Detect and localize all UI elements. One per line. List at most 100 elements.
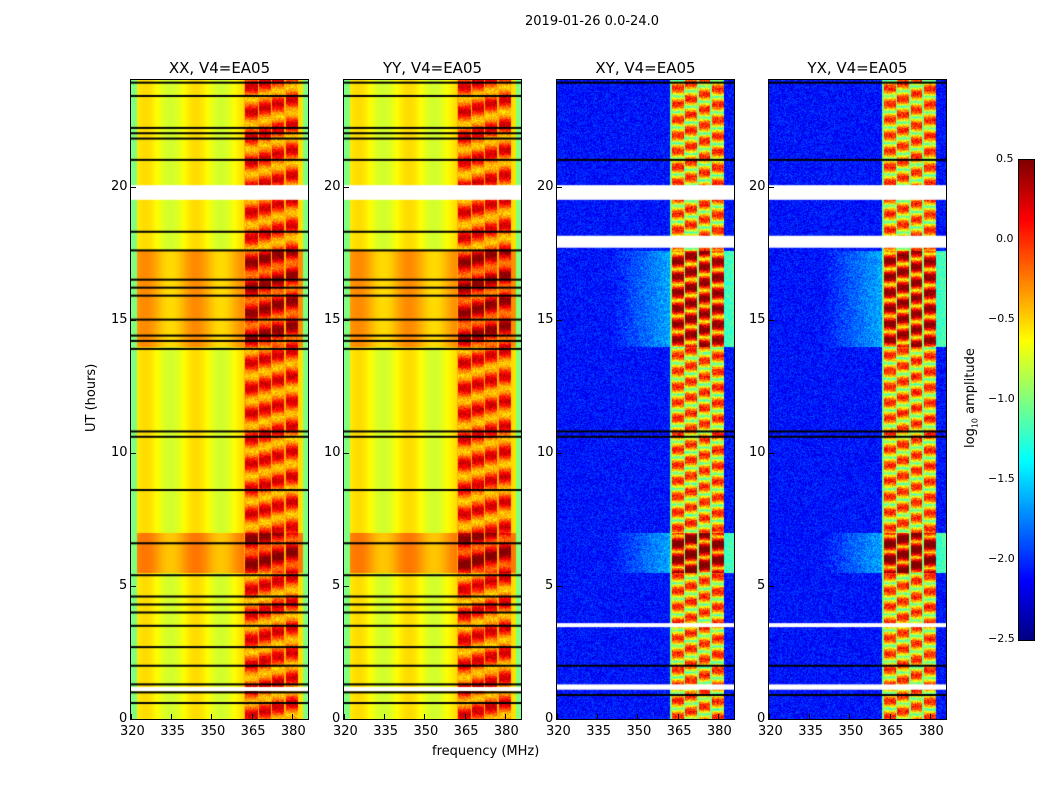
x-tick xyxy=(251,714,253,719)
x-tick-label: 320 xyxy=(546,724,571,739)
x-tick-label: 320 xyxy=(333,724,358,739)
y-tick-label: 10 xyxy=(749,444,766,460)
y-tick xyxy=(557,585,562,587)
y-tick-label: 0 xyxy=(545,711,554,726)
y-tick xyxy=(131,452,136,454)
x-tick xyxy=(344,714,345,719)
x-tick-label: 335 xyxy=(798,724,824,739)
y-tick xyxy=(769,585,774,587)
y-tick xyxy=(769,452,774,454)
x-tick xyxy=(769,714,770,719)
y-tick xyxy=(557,719,562,720)
colorbar-tick-label: 0.5 xyxy=(996,152,1014,165)
panel-frame xyxy=(130,79,309,720)
y-tick-label: 0 xyxy=(332,711,341,726)
figure-title: 2019-01-26 0.0-24.0 xyxy=(525,14,659,29)
x-tick xyxy=(171,714,173,719)
y-tick xyxy=(131,186,136,188)
y-tick-label: 0 xyxy=(757,711,766,726)
panel-frame xyxy=(768,79,947,720)
y-tick xyxy=(557,319,562,321)
y-tick-label: 20 xyxy=(537,178,554,194)
y-tick-label: 15 xyxy=(324,311,341,327)
panel-title: YX, V4=EA05 xyxy=(807,59,908,77)
x-tick-label: 350 xyxy=(413,724,439,739)
heatmap-yx xyxy=(769,80,946,719)
y-tick xyxy=(131,319,136,321)
x-tick-label: 320 xyxy=(120,724,145,739)
colorbar-tick-label: −2.0 xyxy=(988,552,1015,565)
x-tick xyxy=(211,714,213,719)
panel-title: XX, V4=EA05 xyxy=(168,59,271,77)
panel-frame xyxy=(556,79,735,720)
x-tick xyxy=(464,714,466,719)
y-tick-label: 20 xyxy=(324,178,341,194)
y-tick xyxy=(557,452,562,454)
heatmap-xy xyxy=(557,80,734,719)
y-tick xyxy=(769,719,774,720)
y-tick xyxy=(769,319,774,321)
x-tick-label: 335 xyxy=(586,724,612,739)
y-tick-label: 0 xyxy=(119,711,128,726)
panel-title: YY, V4=EA05 xyxy=(382,59,483,77)
x-tick-label: 365 xyxy=(666,724,692,739)
colorbar-tick-label: −1.0 xyxy=(988,392,1015,405)
y-tick xyxy=(344,452,349,454)
y-tick xyxy=(344,585,349,587)
y-tick xyxy=(769,186,774,188)
x-tick-label: 380 xyxy=(280,724,306,739)
x-tick xyxy=(717,714,719,719)
panel-frame xyxy=(343,79,522,720)
x-tick xyxy=(131,714,132,719)
x-tick xyxy=(291,714,293,719)
y-tick xyxy=(131,719,136,720)
x-axis-label: frequency (MHz) xyxy=(432,744,540,759)
colorbar-tick-label: 0.0 xyxy=(996,232,1014,245)
x-tick xyxy=(557,714,558,719)
y-tick xyxy=(344,186,349,188)
y-tick-label: 20 xyxy=(111,178,128,194)
y-tick-label: 15 xyxy=(111,311,128,327)
y-tick-label: 5 xyxy=(332,577,341,593)
heatmap-xx xyxy=(131,80,308,719)
x-tick-label: 335 xyxy=(373,724,399,739)
x-tick xyxy=(637,714,639,719)
y-tick-label: 15 xyxy=(749,311,766,327)
x-tick-label: 350 xyxy=(838,724,864,739)
x-tick-label: 365 xyxy=(453,724,479,739)
x-tick-label: 350 xyxy=(626,724,652,739)
y-tick-label: 20 xyxy=(749,178,766,194)
y-tick xyxy=(131,585,136,587)
colorbar-tick-label: −1.5 xyxy=(988,472,1015,485)
colorbar-tick-label: −2.5 xyxy=(988,632,1015,645)
y-tick-label: 5 xyxy=(119,577,128,593)
y-tick-label: 10 xyxy=(324,444,341,460)
y-tick-label: 5 xyxy=(545,577,554,593)
colorbar-label: log10 amplitude xyxy=(963,348,980,448)
x-tick xyxy=(889,714,891,719)
y-tick xyxy=(344,719,349,720)
y-tick-label: 15 xyxy=(537,311,554,327)
x-tick xyxy=(384,714,386,719)
x-tick xyxy=(929,714,931,719)
colorbar-frame xyxy=(1018,159,1035,641)
x-tick xyxy=(809,714,811,719)
y-tick xyxy=(557,186,562,188)
panel-title: XY, V4=EA05 xyxy=(595,59,696,77)
colorbar-tick-label: −0.5 xyxy=(988,312,1015,325)
heatmap-yy xyxy=(344,80,521,719)
y-tick-label: 5 xyxy=(757,577,766,593)
x-tick xyxy=(677,714,679,719)
x-tick-label: 365 xyxy=(878,724,904,739)
x-tick-label: 380 xyxy=(706,724,732,739)
x-tick-label: 335 xyxy=(160,724,186,739)
y-tick-label: 10 xyxy=(111,444,128,460)
y-tick-label: 10 xyxy=(537,444,554,460)
y-tick xyxy=(344,319,349,321)
x-tick-label: 320 xyxy=(758,724,783,739)
x-tick-label: 365 xyxy=(240,724,266,739)
x-tick xyxy=(849,714,851,719)
colorbar xyxy=(1019,160,1034,640)
x-tick xyxy=(504,714,506,719)
